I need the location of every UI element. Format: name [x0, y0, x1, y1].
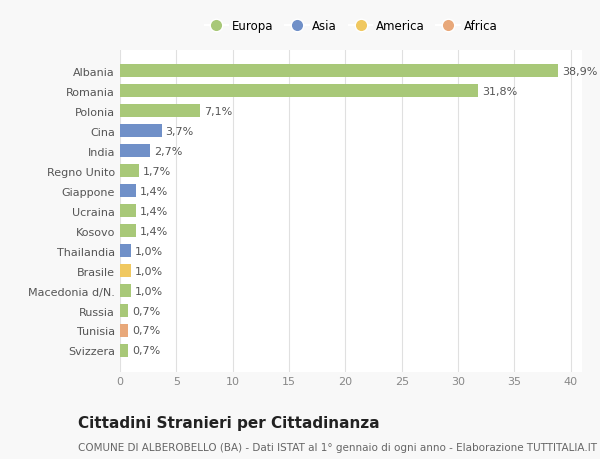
Text: 3,7%: 3,7%	[166, 126, 194, 136]
Text: Cittadini Stranieri per Cittadinanza: Cittadini Stranieri per Cittadinanza	[78, 415, 380, 431]
Text: 0,7%: 0,7%	[132, 326, 160, 336]
Bar	[120, 205, 136, 218]
Bar	[120, 105, 200, 118]
Bar	[120, 165, 139, 178]
Text: 0,7%: 0,7%	[132, 306, 160, 316]
Text: 38,9%: 38,9%	[562, 67, 598, 77]
Text: 1,0%: 1,0%	[135, 286, 163, 296]
Text: 31,8%: 31,8%	[482, 87, 518, 96]
Bar	[120, 85, 478, 98]
Text: 1,4%: 1,4%	[140, 186, 168, 196]
Bar	[120, 264, 131, 277]
Text: 1,4%: 1,4%	[140, 206, 168, 216]
Bar	[120, 325, 128, 337]
Text: 1,0%: 1,0%	[135, 266, 163, 276]
Text: 2,7%: 2,7%	[154, 146, 183, 157]
Bar	[120, 145, 151, 158]
Text: 7,1%: 7,1%	[204, 106, 232, 117]
Text: COMUNE DI ALBEROBELLO (BA) - Dati ISTAT al 1° gennaio di ogni anno - Elaborazion: COMUNE DI ALBEROBELLO (BA) - Dati ISTAT …	[78, 442, 597, 452]
Bar	[120, 285, 131, 297]
Text: 1,4%: 1,4%	[140, 226, 168, 236]
Bar	[120, 125, 161, 138]
Legend: Europa, Asia, America, Africa: Europa, Asia, America, Africa	[202, 18, 500, 35]
Bar	[120, 65, 559, 78]
Bar	[120, 245, 131, 257]
Text: 1,7%: 1,7%	[143, 166, 172, 176]
Text: 1,0%: 1,0%	[135, 246, 163, 256]
Bar	[120, 344, 128, 357]
Bar	[120, 304, 128, 317]
Bar	[120, 224, 136, 238]
Text: 0,7%: 0,7%	[132, 346, 160, 356]
Bar	[120, 185, 136, 198]
